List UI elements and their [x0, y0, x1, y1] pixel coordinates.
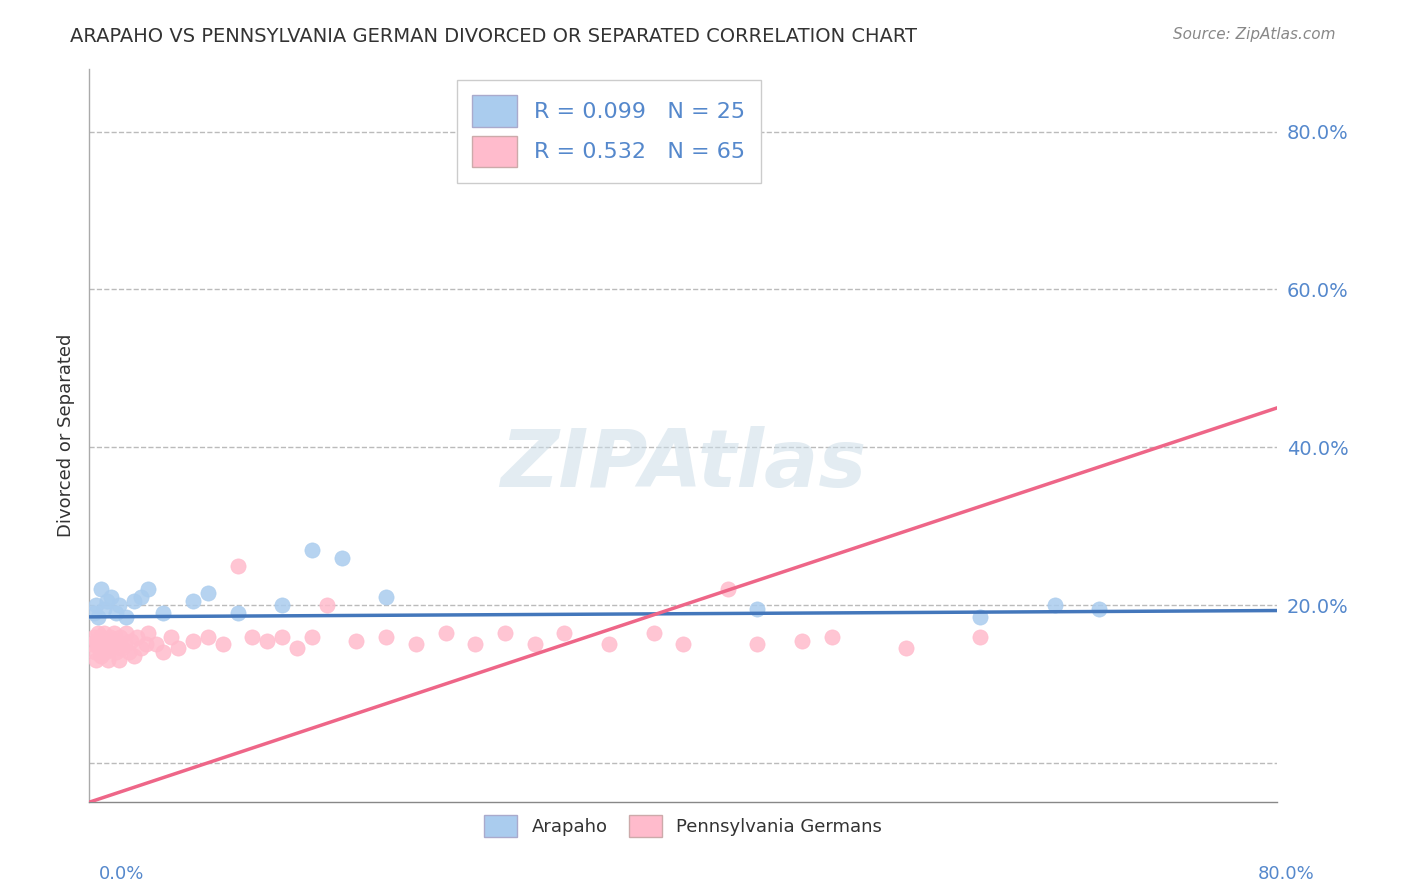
Point [97, 653, 120, 667]
Point [90, 630, 112, 644]
Point [598, 638, 620, 652]
Point [107, 598, 129, 612]
Point [115, 610, 138, 624]
Point [672, 638, 695, 652]
Point [717, 582, 740, 597]
Point [110, 630, 132, 644]
Point [181, 633, 204, 648]
Y-axis label: Divorced or Separated: Divorced or Separated [58, 334, 75, 537]
Point [523, 638, 546, 652]
Point [375, 590, 398, 604]
Point [167, 641, 190, 656]
Point [375, 630, 398, 644]
Point [87, 625, 110, 640]
Point [122, 649, 145, 664]
Point [94, 645, 117, 659]
Point [226, 558, 249, 573]
Point [464, 638, 486, 652]
Point [90, 582, 112, 597]
Point [315, 598, 337, 612]
Point [98, 630, 121, 644]
Point [553, 625, 575, 640]
Point [211, 638, 233, 652]
Text: 80.0%: 80.0% [1258, 864, 1315, 882]
Point [90, 649, 112, 664]
Point [138, 582, 160, 597]
Point [330, 550, 353, 565]
Point [285, 641, 308, 656]
Point [821, 630, 844, 644]
Point [107, 653, 129, 667]
Point [1088, 602, 1111, 616]
Point [118, 645, 141, 659]
Point [83, 630, 105, 644]
Text: ARAPAHO VS PENNSYLVANIA GERMAN DIVORCED OR SEPARATED CORRELATION CHART: ARAPAHO VS PENNSYLVANIA GERMAN DIVORCED … [70, 27, 917, 45]
Point [122, 594, 145, 608]
Point [96, 594, 118, 608]
Point [271, 630, 294, 644]
Point [111, 641, 134, 656]
Point [120, 633, 142, 648]
Point [242, 630, 264, 644]
Point [103, 625, 125, 640]
Text: Source: ZipAtlas.com: Source: ZipAtlas.com [1173, 27, 1336, 42]
Point [152, 645, 174, 659]
Point [159, 630, 181, 644]
Legend: Arapaho, Pennsylvania Germans: Arapaho, Pennsylvania Germans [477, 808, 889, 845]
Point [747, 638, 769, 652]
Point [346, 633, 368, 648]
Point [129, 641, 152, 656]
Point [89, 638, 111, 652]
Point [197, 586, 219, 600]
Point [84, 645, 107, 659]
Point [643, 625, 665, 640]
Point [405, 638, 427, 652]
Point [100, 641, 122, 656]
Point [125, 630, 148, 644]
Point [104, 606, 127, 620]
Point [138, 625, 160, 640]
Point [181, 594, 204, 608]
Point [80, 638, 103, 652]
Point [100, 590, 122, 604]
Point [105, 633, 128, 648]
Point [104, 645, 127, 659]
Point [152, 606, 174, 620]
Point [89, 641, 111, 656]
Point [96, 633, 118, 648]
Point [86, 633, 108, 648]
Point [747, 602, 769, 616]
Point [434, 625, 457, 640]
Point [83, 606, 105, 620]
Text: 0.0%: 0.0% [98, 864, 143, 882]
Point [894, 641, 917, 656]
Point [969, 630, 991, 644]
Point [115, 625, 138, 640]
Point [93, 625, 115, 640]
Point [93, 602, 115, 616]
Point [197, 630, 219, 644]
Point [969, 610, 991, 624]
Point [790, 633, 813, 648]
Point [494, 625, 516, 640]
Point [301, 542, 323, 557]
Point [145, 638, 167, 652]
Point [226, 606, 249, 620]
Point [93, 638, 115, 652]
Point [114, 638, 136, 652]
Point [86, 598, 108, 612]
Point [129, 590, 152, 604]
Point [301, 630, 323, 644]
Point [91, 638, 114, 652]
Point [87, 610, 110, 624]
Point [1043, 598, 1066, 612]
Text: ZIPAtlas: ZIPAtlas [501, 425, 866, 504]
Point [256, 633, 278, 648]
Point [86, 653, 108, 667]
Point [101, 638, 124, 652]
Point [134, 638, 156, 652]
Point [271, 598, 294, 612]
